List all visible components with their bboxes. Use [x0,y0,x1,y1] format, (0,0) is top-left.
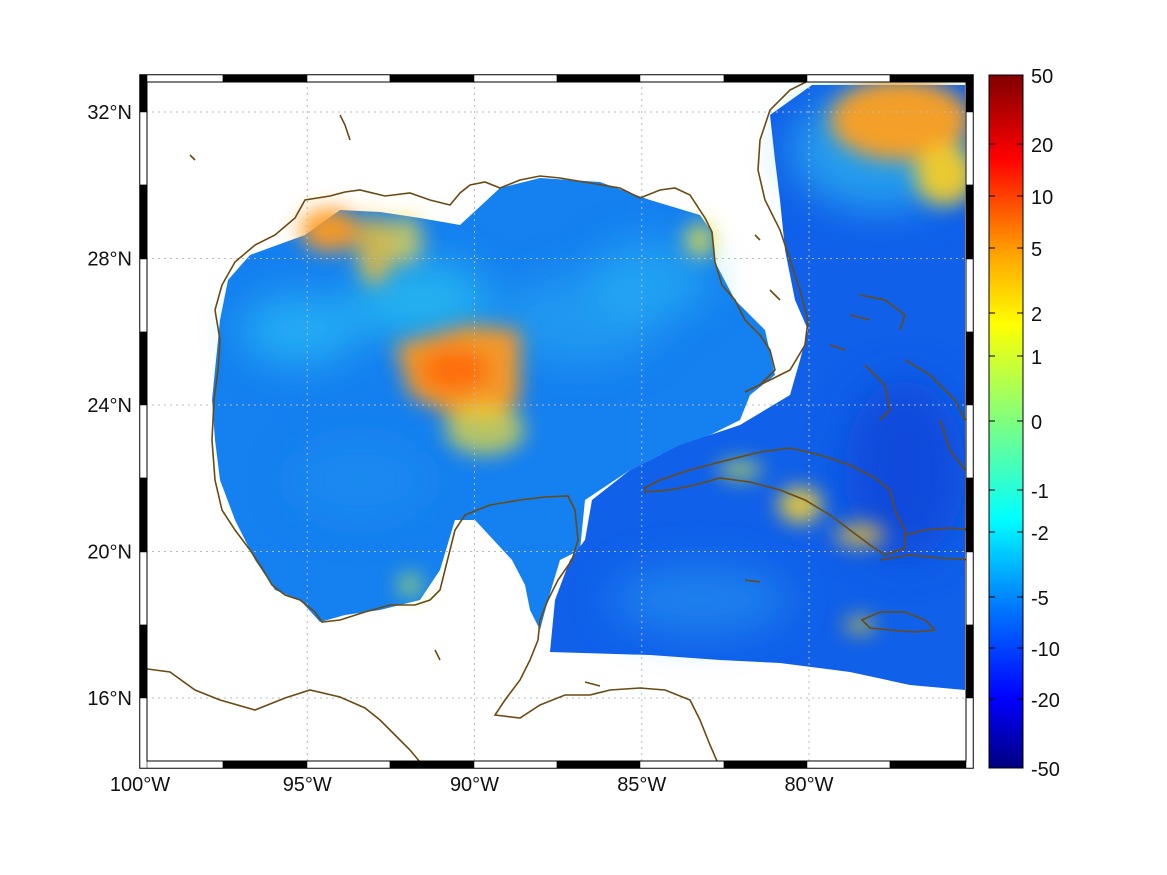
frame-segment [139,111,148,186]
colorbar-tick-label: 10 [1031,187,1053,209]
frame-segment [965,111,974,186]
frame-segment [139,331,148,406]
frame-segment [965,184,974,260]
mexico-gulf-coast [211,309,579,641]
jamaica [860,611,937,633]
colorbar-tick-label: -20 [1031,690,1060,712]
frame-segment [306,74,391,83]
x-tick-label: 90°W [450,774,499,796]
cuba [644,447,906,556]
frame-segment [473,74,558,83]
frame-segment [222,760,308,769]
frame-segment [965,697,974,769]
colorbar-tick-label: -50 [1031,759,1060,781]
frame-segment [306,760,391,769]
frame-segment [965,258,974,333]
frame-segment [889,74,974,83]
frame-segment [139,477,148,553]
bahamas [829,294,966,471]
y-tick-label: 24°N [87,395,132,417]
frame-segment [965,624,974,699]
frame-segment [639,74,725,83]
frame-segment [139,74,224,83]
x-tick-labels: 100°W 95°W 90°W 85°W 80°W [110,774,834,796]
yucatan-central-america-coast [493,639,721,768]
y-tick-labels: 32°N 28°N 24°N 20°N 16°N [87,102,132,710]
x-tick-label: 85°W [617,774,666,796]
grid-lines [140,75,973,768]
colorbar-tick-label: 2 [1031,304,1042,326]
frame-segment [139,258,148,333]
frame-segment [556,760,641,769]
islands-misc [189,114,781,687]
frame-segment [723,74,808,83]
frame-segment [965,331,974,406]
frame-segment [389,74,475,83]
y-tick-label: 28°N [87,249,132,271]
colorbar-tick-label: 1 [1031,347,1042,369]
frame-segment [806,74,891,83]
frame-segment [965,477,974,553]
frame-segment [222,74,308,83]
florida-atlantic-coast [744,75,826,393]
colorbar-tick-label: 20 [1031,135,1053,157]
coastlines [140,75,973,768]
map-frame [139,74,974,769]
frame-segment [965,404,974,479]
x-tick-label: 80°W [784,774,833,796]
frame-segment [139,760,224,769]
colorbar-tick-label: -10 [1031,639,1060,661]
colorbar-tick-label: -2 [1031,523,1049,545]
y-tick-label: 16°N [87,688,132,710]
y-tick-label: 20°N [87,542,132,564]
frame-segment [965,551,974,626]
colorbar-tick-label: -1 [1031,481,1049,503]
colorbar-tick-label: 50 [1031,66,1053,88]
frame-segment [889,760,974,769]
frame-segment [965,74,974,113]
x-tick-label: 95°W [283,774,332,796]
colorbar-tick-label: -5 [1031,588,1049,610]
colorbar-tick-label: 5 [1031,239,1042,261]
frame-segment [139,184,148,260]
y-tick-label: 32°N [87,102,132,124]
frame-segment [139,404,148,479]
x-tick-label: 100°W [110,774,170,796]
colorbar-tick-label: 0 [1031,412,1042,434]
frame-segment [473,760,558,769]
frame-segment [389,760,475,769]
frame-segment [139,551,148,626]
frame-segment [139,624,148,699]
frame-segment [139,74,148,113]
frame-segment [139,697,148,769]
us-gulf-coast [214,175,776,393]
frame-segment [639,760,725,769]
frame-segment [806,760,891,769]
pacific-coast [140,667,426,768]
hispaniola [879,527,973,561]
frame-segment [556,74,641,83]
frame-segment [723,760,808,769]
